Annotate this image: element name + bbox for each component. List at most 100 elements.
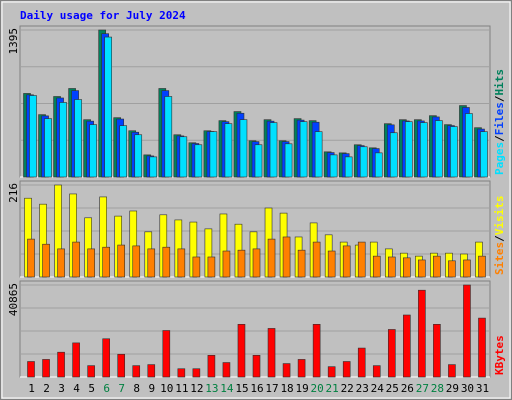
bar	[72, 241, 80, 278]
bar	[102, 246, 110, 278]
bar	[372, 365, 381, 378]
bar	[299, 121, 308, 178]
bar	[267, 238, 276, 278]
x-tick-label: 20	[311, 382, 324, 395]
bar	[284, 143, 293, 178]
y-tick-label: 1395	[7, 28, 20, 55]
x-tick-label: 19	[295, 382, 308, 395]
x-tick-label: 12	[190, 382, 203, 395]
bar	[117, 244, 126, 278]
bar	[433, 255, 441, 278]
bar	[222, 362, 231, 378]
bar	[357, 241, 366, 278]
x-tick-label: 26	[401, 382, 414, 395]
legend-separator: /	[493, 95, 506, 102]
bar	[297, 249, 306, 278]
bar	[194, 144, 203, 178]
bar	[327, 250, 336, 278]
bar	[89, 124, 97, 178]
x-tick-label: 25	[386, 382, 399, 395]
bar	[207, 354, 216, 378]
x-tick-label: 2	[43, 382, 50, 395]
bar	[104, 36, 112, 178]
legend-entry: KBytes	[493, 335, 506, 375]
bar	[418, 259, 426, 278]
y-tick-label: 216	[7, 183, 20, 203]
x-tick-label: 31	[476, 382, 489, 395]
bar	[433, 323, 441, 378]
x-tick-label: 23	[356, 382, 369, 395]
x-tick-label: 5	[88, 382, 95, 395]
bar	[329, 154, 338, 178]
bar	[387, 256, 396, 278]
y-tick-label: 40865	[7, 283, 20, 316]
bar	[59, 102, 67, 178]
bar	[478, 255, 486, 278]
bar	[147, 364, 156, 378]
bar	[389, 132, 398, 178]
bar	[239, 119, 248, 178]
x-tick-label: 3	[58, 382, 65, 395]
legend-entry: Sites	[493, 242, 506, 275]
bar	[297, 359, 306, 378]
bar	[269, 122, 278, 178]
x-tick-label: 27	[416, 382, 429, 395]
bar	[132, 245, 141, 278]
bar	[162, 246, 171, 278]
x-tick-label: 21	[326, 382, 339, 395]
bar	[237, 323, 246, 378]
bar	[387, 329, 396, 378]
bar	[162, 330, 171, 378]
bar	[177, 368, 186, 378]
legend-entry: Pages	[493, 142, 506, 175]
bar	[403, 257, 411, 278]
bar	[237, 249, 246, 278]
x-tick-label: 29	[446, 382, 459, 395]
bar	[207, 256, 216, 278]
bar	[29, 95, 37, 178]
bar	[222, 250, 231, 278]
bar	[267, 328, 276, 378]
legend-separator: /	[493, 235, 506, 242]
bar	[87, 248, 95, 278]
bar	[463, 284, 471, 378]
bar	[344, 156, 353, 178]
bar	[418, 289, 426, 378]
legend-entry: Files	[493, 102, 506, 135]
bar	[42, 243, 50, 278]
x-tick-label: 22	[341, 382, 354, 395]
bar	[312, 241, 321, 278]
bar	[102, 338, 110, 378]
bar	[27, 361, 35, 378]
bar	[420, 122, 428, 178]
bar	[42, 359, 50, 378]
x-tick-label: 7	[118, 382, 125, 395]
bar	[177, 248, 186, 278]
x-tick-label: 1	[28, 382, 35, 395]
legend: Sites/Visits	[493, 196, 506, 276]
bar	[448, 364, 456, 378]
x-tick-label: 17	[265, 382, 278, 395]
bar	[403, 314, 411, 378]
bar	[119, 125, 128, 178]
bar	[149, 156, 158, 178]
x-tick-label: 6	[103, 382, 110, 395]
x-tick-label: 4	[73, 382, 80, 395]
bar	[314, 131, 323, 178]
bar	[342, 245, 351, 278]
x-tick-label: 18	[280, 382, 293, 395]
bar	[147, 248, 156, 278]
bar	[282, 363, 291, 378]
x-tick-label: 10	[160, 382, 173, 395]
bar	[134, 134, 143, 178]
chart-title: Daily usage for July 2024	[20, 9, 186, 22]
x-tick-label: 9	[148, 382, 155, 395]
bar	[57, 248, 65, 278]
bar	[252, 248, 261, 278]
bar	[224, 123, 233, 178]
bar	[448, 260, 456, 278]
bar	[372, 255, 381, 278]
